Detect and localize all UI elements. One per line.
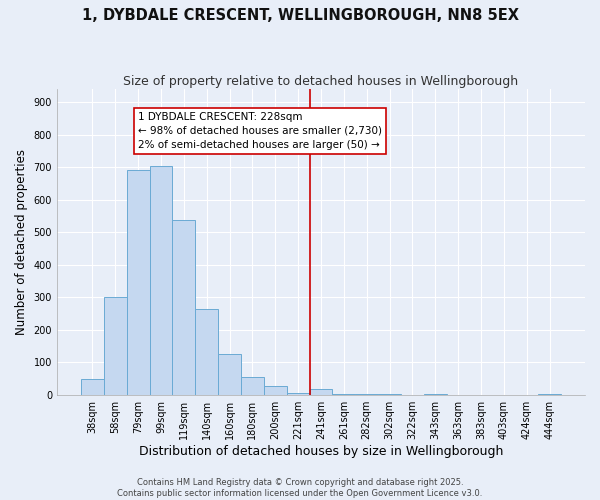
Bar [195,309,218,394]
Bar [264,386,287,394]
Bar [104,297,127,394]
Bar [149,166,172,394]
X-axis label: Distribution of detached houses by size in Wellingborough: Distribution of detached houses by size … [139,444,503,458]
Bar [287,393,310,394]
Text: Contains HM Land Registry data © Crown copyright and database right 2025.
Contai: Contains HM Land Registry data © Crown c… [118,478,482,498]
Bar [218,354,241,395]
Title: Size of property relative to detached houses in Wellingborough: Size of property relative to detached ho… [124,75,518,88]
Bar [81,380,104,394]
Bar [172,220,195,394]
Bar [310,389,332,394]
Bar [241,377,264,394]
Bar [127,170,149,394]
Y-axis label: Number of detached properties: Number of detached properties [15,149,28,335]
Text: 1 DYBDALE CRESCENT: 228sqm
← 98% of detached houses are smaller (2,730)
2% of se: 1 DYBDALE CRESCENT: 228sqm ← 98% of deta… [138,112,382,150]
Text: 1, DYBDALE CRESCENT, WELLINGBOROUGH, NN8 5EX: 1, DYBDALE CRESCENT, WELLINGBOROUGH, NN8… [82,8,518,22]
